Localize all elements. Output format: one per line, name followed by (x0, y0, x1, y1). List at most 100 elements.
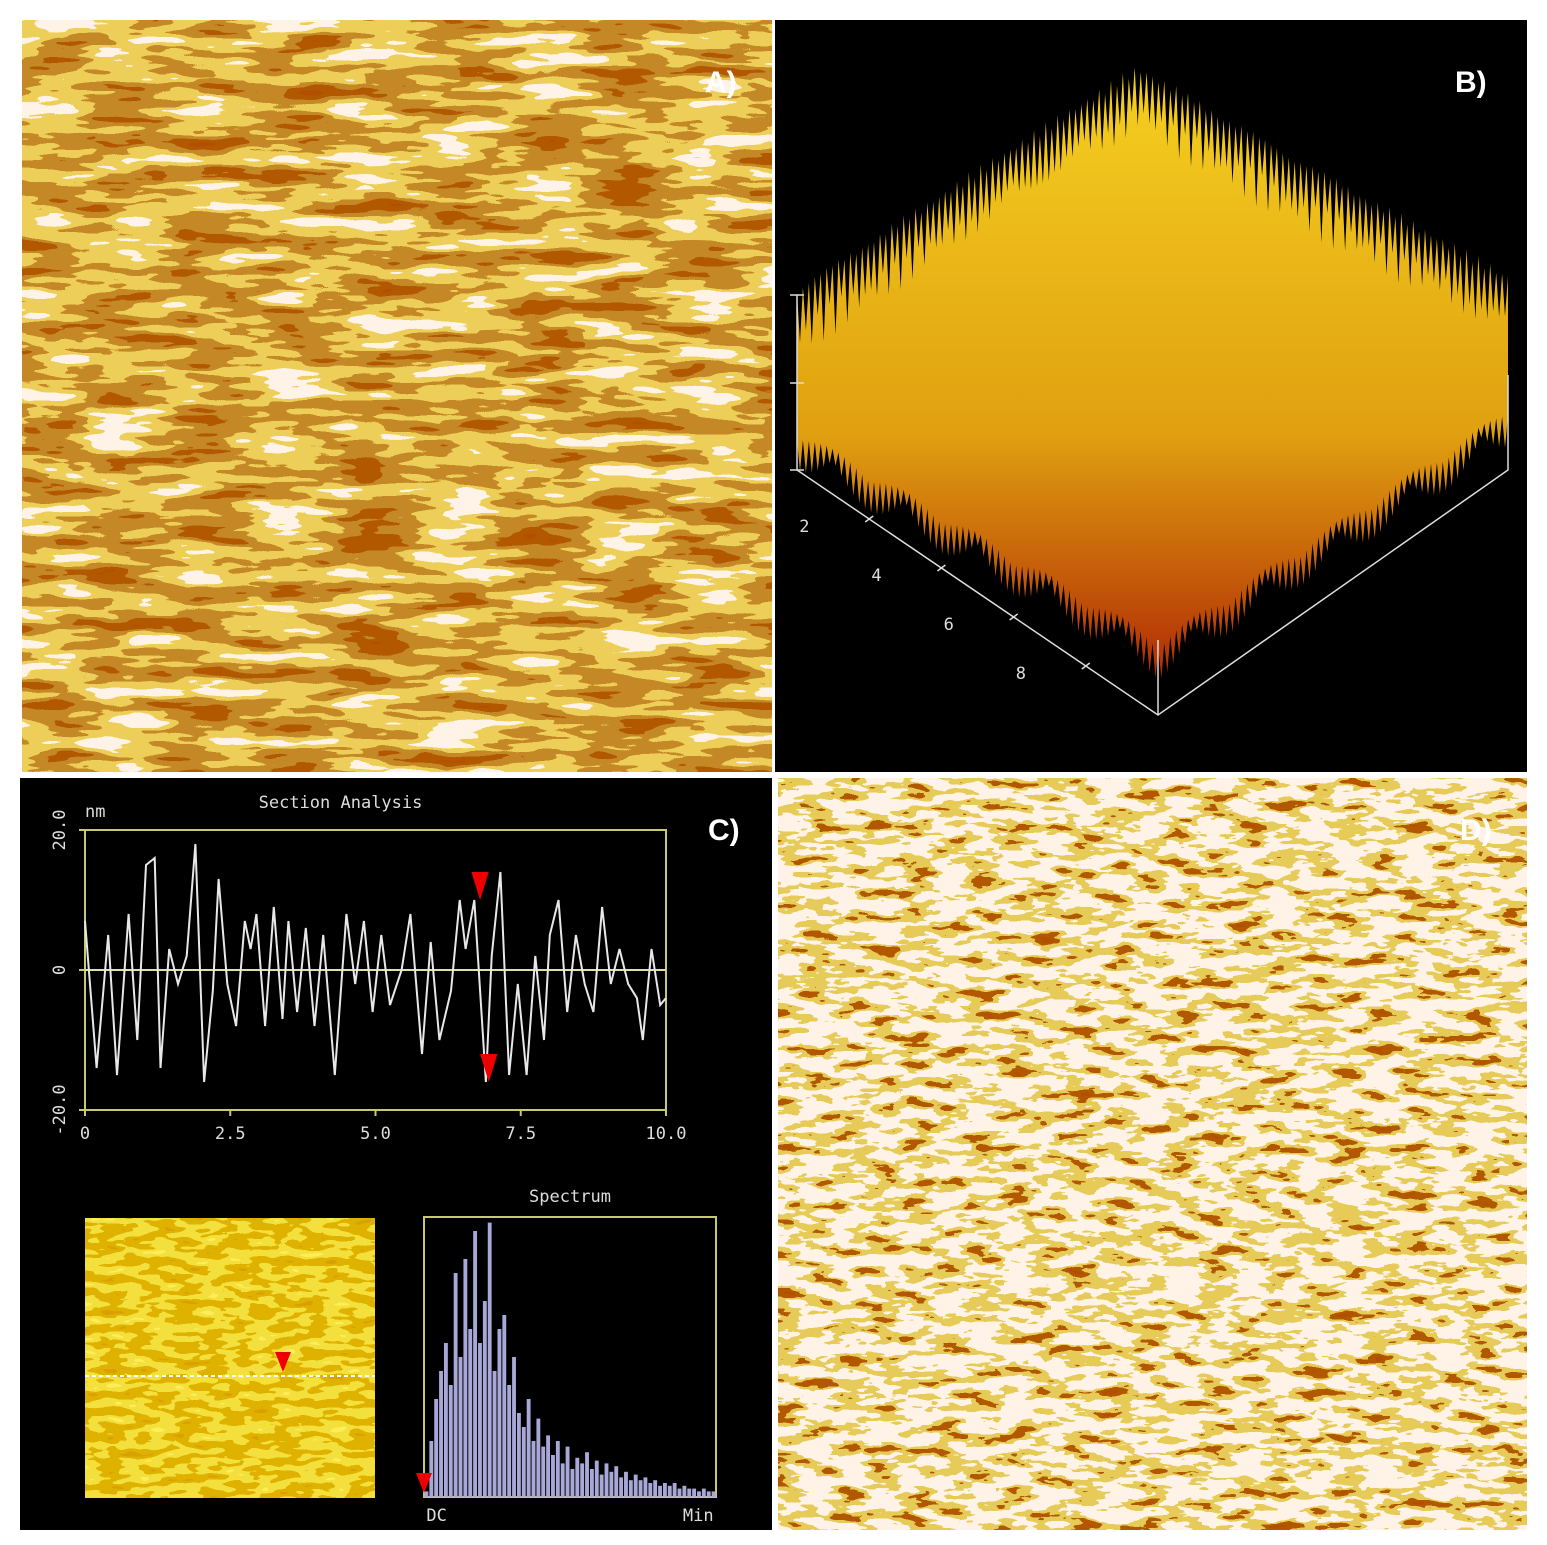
bar (619, 1477, 624, 1497)
y-tick-label: -20.0 (50, 1084, 70, 1135)
afm-thumbnail (84, 1217, 376, 1499)
surface-tick (1009, 613, 1019, 621)
panel-label: C) (708, 814, 740, 847)
bar (589, 1469, 594, 1497)
afm-image-d (778, 778, 1527, 1530)
bar (497, 1329, 502, 1497)
bar (492, 1371, 497, 1497)
bar (643, 1477, 648, 1497)
bar (502, 1315, 507, 1497)
bar (526, 1399, 531, 1497)
bar (585, 1452, 589, 1497)
bar (633, 1474, 638, 1497)
panel-label: A) (705, 66, 737, 99)
surface-axes (790, 294, 1509, 716)
bar (565, 1446, 570, 1497)
surface-tick-label: 2 (799, 517, 809, 537)
bar (653, 1480, 658, 1497)
cursor (480, 1054, 498, 1082)
bar (648, 1483, 653, 1497)
x-tick-label: 0 (80, 1124, 90, 1144)
bar (424, 1491, 429, 1497)
bar (478, 1343, 482, 1497)
x-tick-label: 10.0 (646, 1124, 687, 1144)
bar (594, 1460, 599, 1497)
bar (507, 1385, 512, 1497)
chart-title: Section Analysis (259, 793, 423, 813)
cursor (275, 1352, 291, 1372)
bar (448, 1385, 453, 1497)
bar (658, 1485, 662, 1497)
bar (662, 1483, 667, 1497)
bar (531, 1441, 536, 1497)
bar (628, 1480, 633, 1497)
surface-body (797, 67, 1508, 679)
bar (604, 1463, 609, 1497)
x-tick-label: DC (426, 1506, 446, 1526)
bar (516, 1413, 521, 1497)
surface-ticks: 2 4 6 8 (799, 515, 1091, 684)
bar (512, 1357, 516, 1497)
bar (570, 1469, 575, 1497)
bar (682, 1485, 687, 1497)
bar (443, 1343, 448, 1497)
bar (638, 1480, 643, 1497)
surface-tick (1081, 662, 1091, 670)
bar (599, 1474, 604, 1497)
bar (468, 1329, 473, 1497)
bar (560, 1463, 565, 1497)
cursor (471, 872, 489, 900)
bar (458, 1357, 463, 1497)
bar (551, 1455, 555, 1497)
bar (575, 1457, 580, 1497)
x-tick-label: 5.0 (360, 1124, 391, 1144)
bar (546, 1435, 551, 1497)
x-tick-label: 7.5 (505, 1124, 536, 1144)
afm-image-a (22, 20, 772, 772)
bar (706, 1491, 711, 1497)
bar (609, 1471, 614, 1497)
surface-3d (797, 67, 1508, 679)
bar (614, 1466, 619, 1497)
cursor (416, 1473, 432, 1493)
bar (536, 1418, 541, 1497)
surface-tick (936, 564, 946, 572)
y-axis-label: nm (85, 802, 105, 822)
chart-title: Spectrum (529, 1187, 611, 1207)
y-tick-label: 0 (50, 965, 70, 975)
bar (473, 1231, 478, 1497)
x-tick-label: 2.5 (215, 1124, 246, 1144)
x-tick-label: Min (683, 1506, 714, 1526)
bar (692, 1488, 697, 1497)
profile-line (84, 843, 667, 1083)
surface-tick-label: 8 (1016, 664, 1026, 684)
bar (701, 1488, 706, 1497)
bar (687, 1488, 692, 1497)
plot-frame (423, 1216, 717, 1498)
bar (429, 1441, 434, 1497)
bar (463, 1259, 468, 1497)
bar (434, 1399, 439, 1497)
bar (521, 1427, 526, 1497)
surface-tick-label: 6 (944, 615, 954, 635)
surface-tick (864, 515, 874, 523)
bar (672, 1483, 677, 1497)
bar (453, 1273, 458, 1497)
bar (482, 1301, 487, 1497)
panel-label: D) (1460, 814, 1492, 847)
bar (667, 1485, 672, 1497)
bar (580, 1463, 585, 1497)
bar (487, 1222, 492, 1497)
y-tick-label: 20.0 (50, 810, 70, 851)
bar (677, 1488, 682, 1497)
bar (541, 1446, 546, 1497)
bar (624, 1471, 628, 1497)
bar (697, 1491, 701, 1497)
bar (555, 1441, 560, 1497)
bar (439, 1371, 443, 1497)
surface-tick-label: 4 (871, 566, 881, 586)
bar (711, 1491, 716, 1497)
panel-label: B) (1455, 66, 1487, 99)
